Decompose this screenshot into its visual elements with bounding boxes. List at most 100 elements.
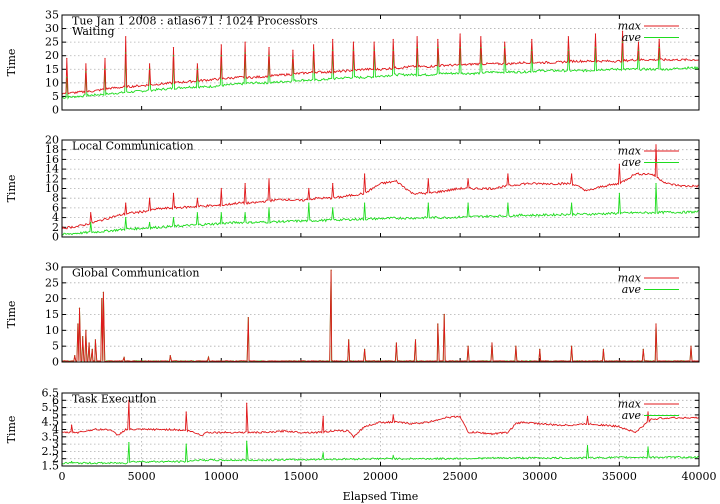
y-tick-label: 3.5 [42,430,60,443]
spike-point-max [308,187,310,190]
spike-point-ave [586,444,589,447]
spike-point-ave [531,49,533,51]
spike-point-max [185,411,187,413]
y-tick-label: 20 [45,292,59,305]
y-tick-label: 10 [45,182,59,195]
spike-point-max [322,415,324,417]
spike-point-ave [459,46,461,49]
spike-point-ave [392,49,394,51]
spike-point-max [70,424,73,426]
spike-point-ave [363,202,366,204]
spike-point-max [539,348,541,350]
spike-point-max [90,212,92,214]
spike-point-max [416,36,418,38]
spike-point-ave [437,46,439,49]
spike-point-max [77,323,79,325]
spike-point-max [94,339,97,341]
y-axis-label: Time [5,301,18,329]
y-tick-label: 2 [52,221,59,234]
spike-point-ave [128,442,130,444]
spike-point-ave [658,46,660,49]
spike-point-max [655,323,657,325]
y-tick-label: 5.5 [42,401,60,414]
spike-point-max [66,57,68,60]
y-tick-label: 20 [45,134,59,147]
spike-point-max [268,178,270,180]
spike-point-max [128,399,130,401]
spike-point-max [207,356,210,358]
y-tick-label: 6 [52,394,59,407]
spike-point-max [123,356,125,358]
y-tick-label: 30 [45,22,59,35]
x-tick-label: 30000 [522,470,557,483]
spike-point-max [363,348,366,350]
series-line-max [61,31,700,95]
spike-point-ave [246,440,248,442]
y-axis-label: Time [5,416,18,444]
y-tick-label: 3 [52,438,59,451]
spike-point-max [655,144,657,146]
spike-point-max [618,163,620,165]
spike-point-max [244,183,246,185]
x-tick-label: 35000 [602,470,637,483]
legend-label-max: max [618,398,642,411]
spike-point-max [467,345,469,347]
spike-point-max [85,63,87,65]
spike-point-max [373,41,375,43]
spike-point-max [268,46,270,49]
spike-point-max [220,187,222,190]
y-tick-label: 10 [45,324,59,337]
spike-point-max [101,298,103,300]
y-tick-label: 6.5 [42,387,60,400]
spike-point-ave [392,455,394,457]
spike-point-ave [308,202,310,204]
spike-point-max [91,348,93,350]
spike-point-max [567,36,570,38]
spike-point-ave [567,49,570,51]
legend-label-max: max [618,272,642,285]
spike-point-ave [352,49,355,51]
spike-point-max [74,355,76,357]
spike-point-ave [467,202,469,204]
spike-point-ave [148,221,151,224]
spike-point-max [531,38,533,41]
spike-point-max [467,178,469,180]
y-tick-label: 4 [52,423,59,436]
spike-point-max [586,415,589,417]
y-axis-label: Time [5,49,18,77]
spike-point-max [246,402,248,404]
spike-point-max [621,30,624,32]
spike-point-max [637,41,640,43]
spike-point-ave [594,46,597,49]
spike-point-max [78,307,81,309]
x-tick-label: 5000 [128,470,156,483]
spike-point-ave [148,68,151,70]
spike-point-ave [172,217,175,219]
spike-point-max [690,345,692,347]
spike-point-ave [220,212,222,214]
spike-point-ave [504,46,506,49]
panel-title: Tue Jan 1 2008 : atlas671 : 1024 Process… [72,15,318,28]
y-tick-label: 0 [52,356,59,369]
spike-point-max [414,339,417,341]
spike-point-max [247,317,249,319]
spike-point-ave [244,52,246,54]
series-line-ave [61,441,700,465]
spike-point-max [220,44,222,46]
spike-point-max [571,173,573,175]
spike-point-max [437,38,439,41]
y-tick-label: 35 [45,9,59,22]
plot-frame [61,14,700,111]
y-tick-label: 8 [52,192,59,205]
spike-point-ave [618,192,620,194]
spike-point-max [348,339,350,341]
x-tick-label: 15000 [283,470,318,483]
y-tick-label: 20 [45,49,59,62]
spike-point-ave [125,52,127,54]
spike-point-max [602,348,605,350]
spike-point-ave [104,68,106,70]
spike-point-max [504,41,506,43]
